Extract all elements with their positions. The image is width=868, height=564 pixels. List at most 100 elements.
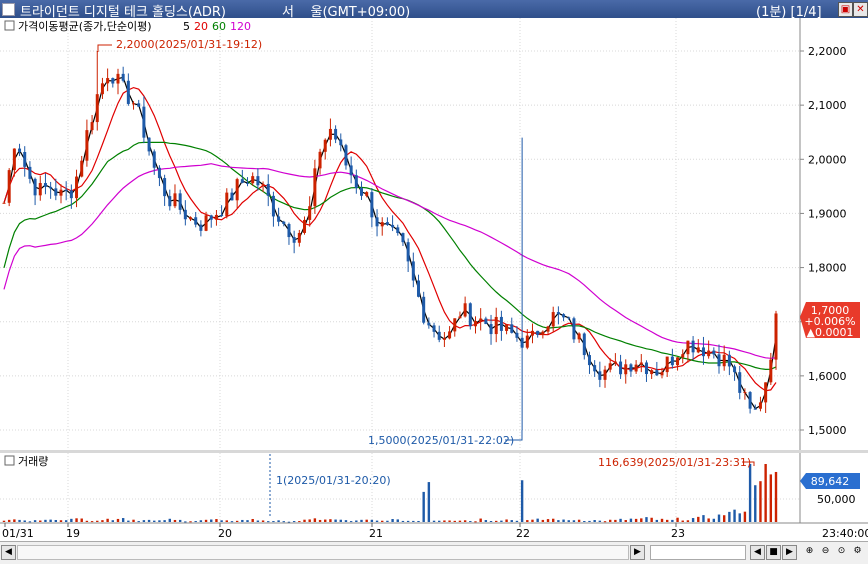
volume-legend-box-icon[interactable] <box>4 455 15 466</box>
volume-bar <box>106 518 109 522</box>
change-abs: ▲0.0001 <box>807 326 854 339</box>
volume-bar <box>479 518 482 522</box>
volume-bar <box>603 521 607 523</box>
volume-bar <box>13 519 16 522</box>
candle-body <box>437 331 441 340</box>
candle-body <box>106 78 110 84</box>
volume-bar <box>728 511 731 522</box>
ma-120-label: 120 <box>230 20 251 33</box>
candle-body <box>152 151 156 168</box>
volume-bar <box>536 518 539 522</box>
candle-body <box>676 357 680 366</box>
candle-body <box>354 175 358 189</box>
volume-bar <box>717 514 721 522</box>
price-tick-label: 2,0000 <box>808 153 847 166</box>
chart-scrollbar: ◀ ▶ ◀ ■ ▶ ⊕ ⊖ ⊙ ⚙ <box>0 541 868 564</box>
price-tick-label: 2,2000 <box>808 45 847 58</box>
candle-body <box>126 80 130 104</box>
volume-bar <box>101 520 104 522</box>
candle-body <box>116 73 120 84</box>
scroll-track[interactable] <box>17 545 629 560</box>
settings-icon[interactable]: ⚙ <box>853 546 862 556</box>
candle-body <box>769 359 773 383</box>
candle-body <box>385 222 389 225</box>
volume-bar <box>769 474 773 522</box>
candle-body <box>598 371 602 380</box>
candle-body <box>147 137 151 152</box>
candle-body <box>28 166 32 179</box>
close-icon[interactable]: ✕ <box>853 2 868 17</box>
volume-bar <box>85 520 89 522</box>
volume-bar <box>121 518 125 522</box>
candle-body <box>328 128 332 140</box>
candle-body <box>499 316 503 331</box>
period-label: (1분) [1/4] <box>756 5 822 20</box>
candle-body <box>168 196 172 207</box>
volume-bar <box>127 520 130 522</box>
current-volume: 89,642 <box>811 475 850 488</box>
zoom-in-icon[interactable]: ⊕ <box>805 546 814 556</box>
volume-bar <box>184 521 187 523</box>
volume-bar <box>23 520 26 522</box>
x-label-0131: 01/31 <box>2 527 34 540</box>
candle-body <box>266 183 270 196</box>
candle-body <box>701 347 705 357</box>
candle-body <box>261 183 265 186</box>
x-axis-ticks <box>4 523 677 527</box>
x-axis-bg <box>0 523 868 541</box>
volume-bar <box>7 519 11 522</box>
volume-bar <box>153 520 156 522</box>
volume-bar <box>484 520 488 522</box>
candle-body <box>448 331 452 339</box>
candle-body <box>494 316 498 335</box>
price-tick-label: 1,5000 <box>808 424 847 437</box>
stop-icon[interactable]: ■ <box>766 545 781 560</box>
candle-body <box>525 335 529 348</box>
candle-body <box>764 382 768 403</box>
zoom-slider[interactable] <box>650 545 746 560</box>
scroll-left-icon[interactable]: ◀ <box>1 545 16 560</box>
candle-body <box>303 219 307 233</box>
volume-bar <box>515 520 519 522</box>
candle-body <box>530 330 534 336</box>
prev-icon[interactable]: ◀ <box>750 545 765 560</box>
volume-bar <box>75 518 78 522</box>
window-menu-icon[interactable] <box>2 3 15 16</box>
candle-body <box>546 326 550 332</box>
scroll-right-icon[interactable]: ▶ <box>630 545 645 560</box>
candle-body <box>318 151 322 169</box>
candle-body <box>7 170 11 203</box>
legend-box-icon[interactable] <box>4 20 15 31</box>
zoom-fit-icon[interactable]: ⊙ <box>837 546 846 556</box>
candle-body <box>137 103 141 107</box>
candle-body <box>370 192 374 218</box>
volume-bar <box>619 518 622 522</box>
volume-bar <box>645 517 648 522</box>
candle-body <box>132 103 136 105</box>
volume-bar <box>142 520 146 522</box>
volume-bar <box>650 517 653 522</box>
candle-body <box>339 139 343 146</box>
volume-bar <box>629 518 633 522</box>
candle-body <box>391 224 395 228</box>
next-icon[interactable]: ▶ <box>782 545 797 560</box>
volume-bar <box>748 464 752 522</box>
current-volume-box <box>800 473 860 489</box>
candle-body <box>38 183 42 196</box>
candle-body <box>121 73 125 81</box>
volume-bar <box>28 521 32 523</box>
candle-body <box>453 318 457 332</box>
volume-bar <box>49 519 52 522</box>
zoom-out-icon[interactable]: ⊖ <box>821 546 830 556</box>
candle-body <box>541 331 545 335</box>
candle-body <box>603 369 607 380</box>
candle-body <box>660 372 664 376</box>
volume-bar <box>764 464 767 522</box>
panel-separator[interactable] <box>0 450 868 453</box>
volume-bar <box>453 520 456 522</box>
candle-body <box>696 347 700 353</box>
candle-body <box>282 221 286 225</box>
restore-icon[interactable]: ▣ <box>838 2 853 17</box>
volume-bar <box>158 520 161 522</box>
candle-body <box>422 296 426 323</box>
